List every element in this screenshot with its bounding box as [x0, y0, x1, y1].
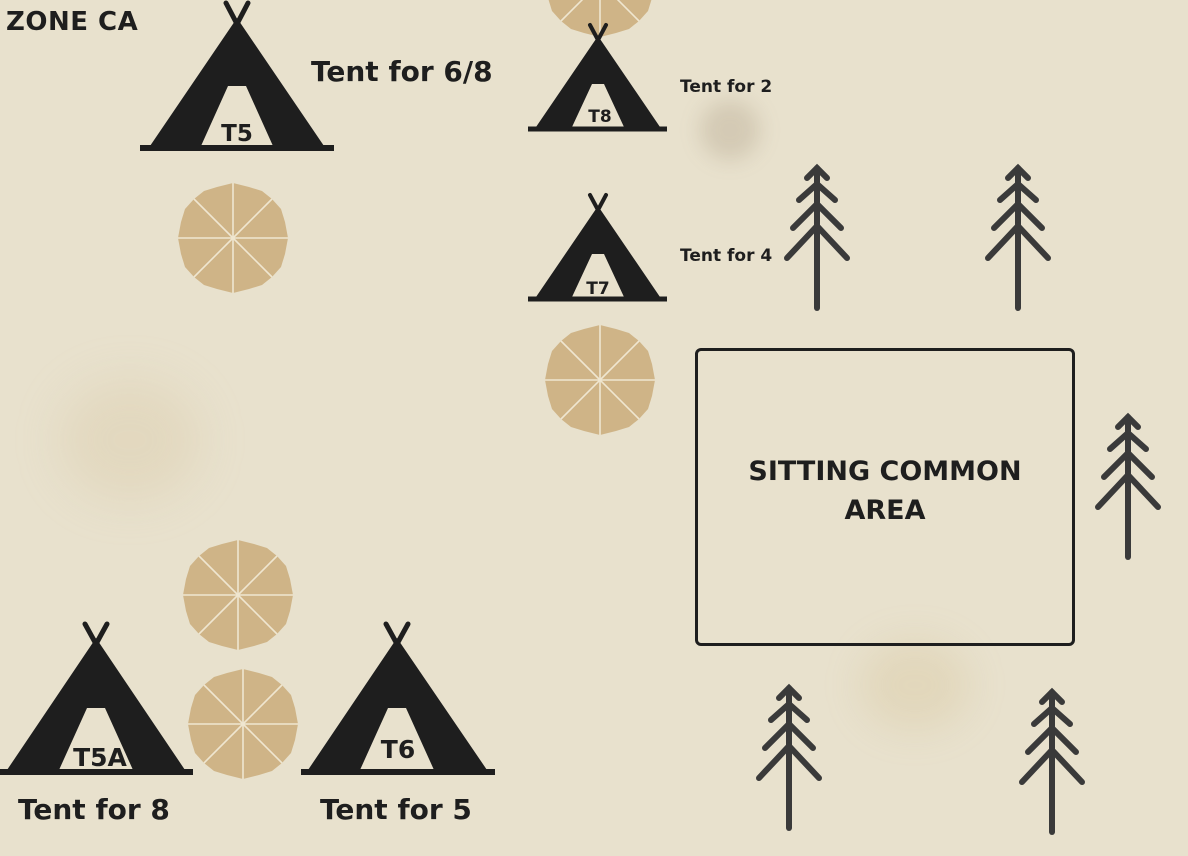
tree-icon [1098, 417, 1158, 557]
umbrella-icon [544, 324, 656, 436]
tent-code-label: T8 [588, 107, 611, 127]
tent-code-label: T7 [586, 279, 609, 299]
umbrella-icon [177, 182, 289, 294]
tree-icon [1022, 692, 1082, 832]
common-area-label: SITTING COMMON AREA [748, 455, 1022, 526]
tent-icon: T7 [528, 193, 667, 302]
umbrella-icon [544, 0, 656, 38]
tent-icon: T5 [140, 0, 334, 151]
tent-capacity-label: Tent for 5 [320, 793, 472, 826]
tent-icon: T8 [528, 23, 667, 132]
sitting-common-area: SITTING COMMON AREA [695, 348, 1075, 646]
umbrella-icon [187, 668, 299, 780]
tent-code-label: T5A [73, 743, 127, 772]
tent-capacity-label: Tent for 8 [18, 793, 170, 826]
tent-capacity-label: Tent for 2 [680, 77, 773, 97]
zone-title: ZONE CA [6, 7, 139, 37]
tree-icon [759, 688, 819, 828]
tent-code-label: T6 [381, 735, 415, 764]
tree-icon [787, 168, 847, 308]
tent-icon: T6 [301, 621, 495, 775]
tent-icon: T5A [0, 621, 193, 775]
umbrella-icon [182, 539, 294, 651]
tent-capacity-label: Tent for 4 [680, 246, 773, 266]
tent-capacity-label: Tent for 6/8 [311, 55, 493, 88]
tent-code-label: T5 [221, 121, 253, 147]
tree-icon [988, 168, 1048, 308]
